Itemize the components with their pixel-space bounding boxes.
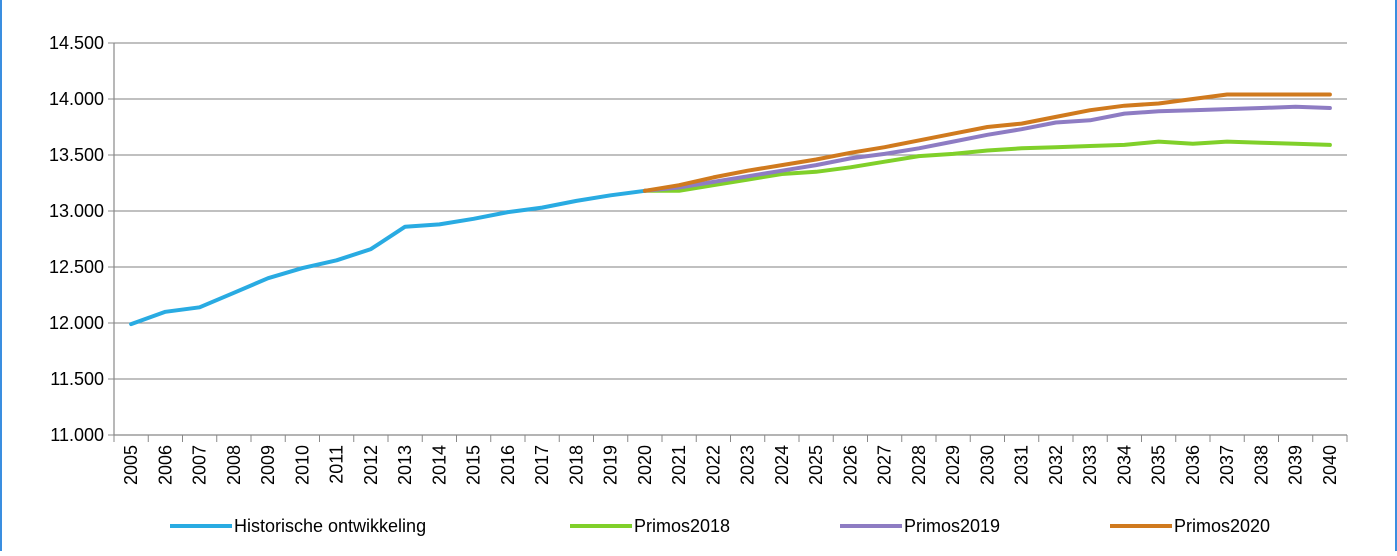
y-tick-label: 11.500 — [50, 369, 104, 389]
x-tick-label: 2009 — [258, 445, 278, 485]
x-tick-label: 2006 — [155, 445, 175, 485]
x-tick-label: 2020 — [635, 445, 655, 485]
series-line — [642, 104, 1332, 193]
x-tick-label: 2019 — [601, 445, 621, 485]
y-tick-label: 12.000 — [49, 313, 104, 333]
x-tick-label: 2005 — [121, 445, 141, 485]
x-tick-label: 2039 — [1286, 445, 1306, 485]
x-tick-label: 2037 — [1217, 445, 1237, 485]
x-tick-label: 2038 — [1251, 445, 1271, 485]
legend-label: Historische ontwikkeling — [234, 516, 426, 536]
x-tick-label: 2012 — [361, 445, 381, 485]
x-tick-label: 2016 — [498, 445, 518, 485]
x-tick-label: 2040 — [1320, 445, 1340, 485]
x-tick-label: 2025 — [806, 445, 826, 485]
y-tick-labels: 11.000 11.500 12.000 12.500 13.000 13.500 14.0… — [49, 33, 104, 445]
legend-item: Primos2020 — [1110, 516, 1270, 536]
x-tick-label: 2028 — [909, 445, 929, 485]
axes — [108, 42, 1348, 442]
legend-label: Primos2020 — [1174, 516, 1270, 536]
x-tick-label: 2031 — [1012, 445, 1032, 485]
series-line — [129, 188, 647, 327]
x-tick-label: 2034 — [1114, 445, 1134, 485]
series-lines — [129, 92, 1332, 327]
series-line — [642, 139, 1332, 193]
legend-label: Primos2018 — [634, 516, 730, 536]
x-tick-labels: 2005 2006 2007 2008 2009 2010 2011 2012 2013 2014… — [121, 445, 1340, 485]
x-tick-label: 2032 — [1046, 445, 1066, 485]
x-tick-label: 2030 — [977, 445, 997, 485]
series-line — [642, 92, 1332, 193]
y-tick-label: 11.000 — [50, 425, 104, 445]
x-tick-label: 2022 — [703, 445, 723, 485]
y-tick-label: 12.500 — [49, 257, 104, 277]
gridlines — [114, 42, 1347, 380]
legend-item: Primos2019 — [840, 516, 1000, 536]
y-tick-label: 14.500 — [49, 33, 104, 53]
legend-item: Historische ontwikkeling — [170, 516, 426, 536]
y-tick-label: 13.500 — [49, 145, 104, 165]
x-tick-label: 2033 — [1080, 445, 1100, 485]
x-tick-label: 2015 — [464, 445, 484, 485]
x-tick-label: 2024 — [772, 445, 792, 485]
x-tick-label: 2021 — [669, 445, 689, 485]
legend-label: Primos2019 — [904, 516, 1000, 536]
x-tick-label: 2027 — [875, 445, 895, 485]
x-tick-label: 2014 — [429, 445, 449, 485]
y-tick-label: 13.000 — [49, 201, 104, 221]
x-tick-label: 2008 — [224, 445, 244, 485]
x-tick-label: 2010 — [292, 445, 312, 485]
x-tick-label: 2035 — [1149, 445, 1169, 485]
x-tick-label: 2023 — [738, 445, 758, 485]
x-tick-label: 2007 — [190, 445, 210, 485]
x-tick-label: 2026 — [840, 445, 860, 485]
x-tick-label: 2011 — [327, 445, 347, 484]
x-tick-label: 2029 — [943, 445, 963, 485]
x-tick-label: 2018 — [566, 445, 586, 485]
x-tick-label: 2036 — [1183, 445, 1203, 485]
y-tick-label: 14.000 — [49, 89, 104, 109]
x-tick-label: 2017 — [532, 445, 552, 485]
legend-item: Primos2018 — [570, 516, 730, 536]
x-tick-label: 2013 — [395, 445, 415, 485]
legend: Historische ontwikkeling Primos2018 Primos… — [170, 516, 1270, 536]
